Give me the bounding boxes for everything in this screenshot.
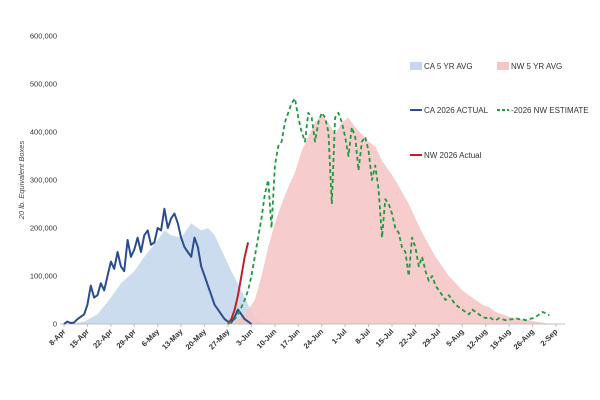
x-tick-label: 17-Jun xyxy=(278,327,302,351)
x-tick-label: 22-Jul xyxy=(397,327,419,349)
series-line-2026-nw-estimate xyxy=(227,97,550,325)
x-tick-label: 15-Apr xyxy=(68,327,91,350)
x-tick-label: 8-Apr xyxy=(47,327,67,347)
x-tick-label: 5-Aug xyxy=(444,327,466,349)
legend-label: CA 5 YR AVG xyxy=(424,62,473,71)
x-tick-label: 20-May xyxy=(184,326,209,351)
y-axis-label: 20 lb. Equivalent Boxes xyxy=(17,141,26,221)
legend-label: NW 2026 Actual xyxy=(424,151,482,160)
line-layer xyxy=(63,97,550,325)
y-axis-ticks: 0 100,000 200,000 300,000 400,000 500,000 600,… xyxy=(30,32,57,329)
legend-item: NW 5 YR AVG xyxy=(497,62,562,71)
y-tick-label: 500,000 xyxy=(30,80,57,89)
legend-item: CA 2026 ACTUAL xyxy=(410,106,489,115)
x-tick-label: 15-Jul xyxy=(374,327,396,349)
series-line-ca-2026-actual xyxy=(63,207,252,325)
area-layer xyxy=(70,115,550,324)
series-area-nw-5-yr-avg xyxy=(231,115,550,324)
legend-label: CA 2026 ACTUAL xyxy=(424,106,489,115)
x-tick-label: 6-May xyxy=(140,326,162,348)
legend-swatch xyxy=(497,62,509,70)
x-tick-label: 1-Jul xyxy=(330,327,349,346)
series-area-ca-5-yr-avg xyxy=(70,223,272,324)
series-line-nw-2026-actual xyxy=(227,242,250,325)
x-tick-label: 22-Apr xyxy=(91,327,114,350)
legend-item: -2026 NW ESTIMATE xyxy=(497,106,589,115)
x-tick-label: 8-Jul xyxy=(353,327,372,346)
x-tick-label: 10-Jun xyxy=(255,327,279,351)
x-tick-label: 29-Apr xyxy=(115,327,138,350)
x-tick-label: 2-Sep xyxy=(539,327,560,348)
legend-label: NW 5 YR AVG xyxy=(511,62,562,71)
x-tick-label: 26-Aug xyxy=(512,327,537,352)
legend-item: CA 5 YR AVG xyxy=(410,62,473,71)
x-tick-label: 13-May xyxy=(160,326,185,351)
x-tick-label: 12-Aug xyxy=(465,327,490,352)
x-tick-label: 29-Jul xyxy=(421,327,443,349)
y-tick-label: 0 xyxy=(53,320,57,329)
y-tick-label: 600,000 xyxy=(30,32,57,41)
legend-swatch xyxy=(410,62,422,70)
x-axis-ticks: 8-Apr 15-Apr 22-Apr 29-Apr 6-May 13-May 20-May… xyxy=(47,324,560,351)
y-tick-label: 300,000 xyxy=(30,176,57,185)
x-tick-label: 24-Jun xyxy=(302,327,326,351)
x-tick-label: 27-May xyxy=(207,326,232,351)
y-tick-label: 400,000 xyxy=(30,128,57,137)
x-tick-label: 19-Aug xyxy=(488,327,513,352)
y-tick-label: 100,000 xyxy=(30,272,57,281)
legend-label: -2026 NW ESTIMATE xyxy=(511,106,589,115)
x-tick-label: 3-Jun xyxy=(234,327,255,348)
legend: CA 5 YR AVG NW 5 YR AVG CA 2026 ACTUAL -202… xyxy=(410,62,589,160)
legend-item: NW 2026 Actual xyxy=(410,151,482,160)
y-tick-label: 200,000 xyxy=(30,224,57,233)
